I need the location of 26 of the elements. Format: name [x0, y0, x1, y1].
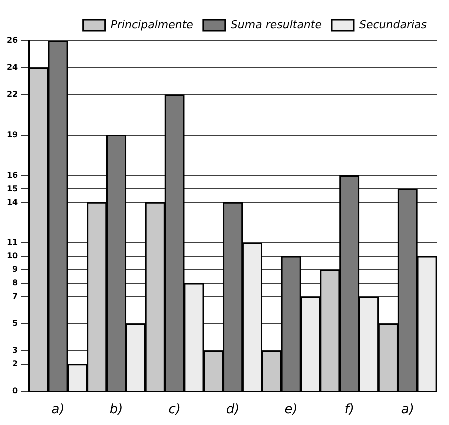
x-tick-label: d)	[226, 402, 240, 418]
x-tick-label: a)	[52, 402, 65, 418]
x-tick-label: c)	[168, 402, 181, 418]
y-tick-label: 15	[6, 184, 19, 194]
y-tick-label: 26	[6, 36, 19, 46]
y-tick-label: 14	[6, 198, 19, 207]
y-tick-label: 10	[6, 252, 19, 261]
y-tick-label: 24	[6, 63, 19, 72]
y-tick-label: 19	[6, 130, 19, 140]
x-tick-label: f)	[344, 402, 354, 418]
x-tick-label: a)	[401, 402, 414, 418]
legend-label: Principalmente	[110, 18, 194, 32]
y-tick-label: 5	[12, 319, 19, 328]
y-tick-label: 2	[12, 360, 18, 369]
x-tick-label: e)	[284, 402, 298, 418]
x-tick-label: b)	[110, 402, 124, 418]
y-tick-label: 16	[6, 170, 19, 180]
y-tick-label: 22	[6, 90, 18, 99]
y-tick-label: 3	[12, 346, 18, 356]
y-tick-label: 11	[6, 238, 19, 248]
legend-label: Secundarias	[359, 18, 428, 32]
y-tick-label: 7	[12, 292, 18, 302]
y-tick-label: 8	[12, 278, 19, 288]
y-tick-label: 9	[12, 265, 19, 274]
y-tick-label: 0	[12, 386, 19, 396]
legend-label: Suma resultante	[230, 18, 322, 32]
